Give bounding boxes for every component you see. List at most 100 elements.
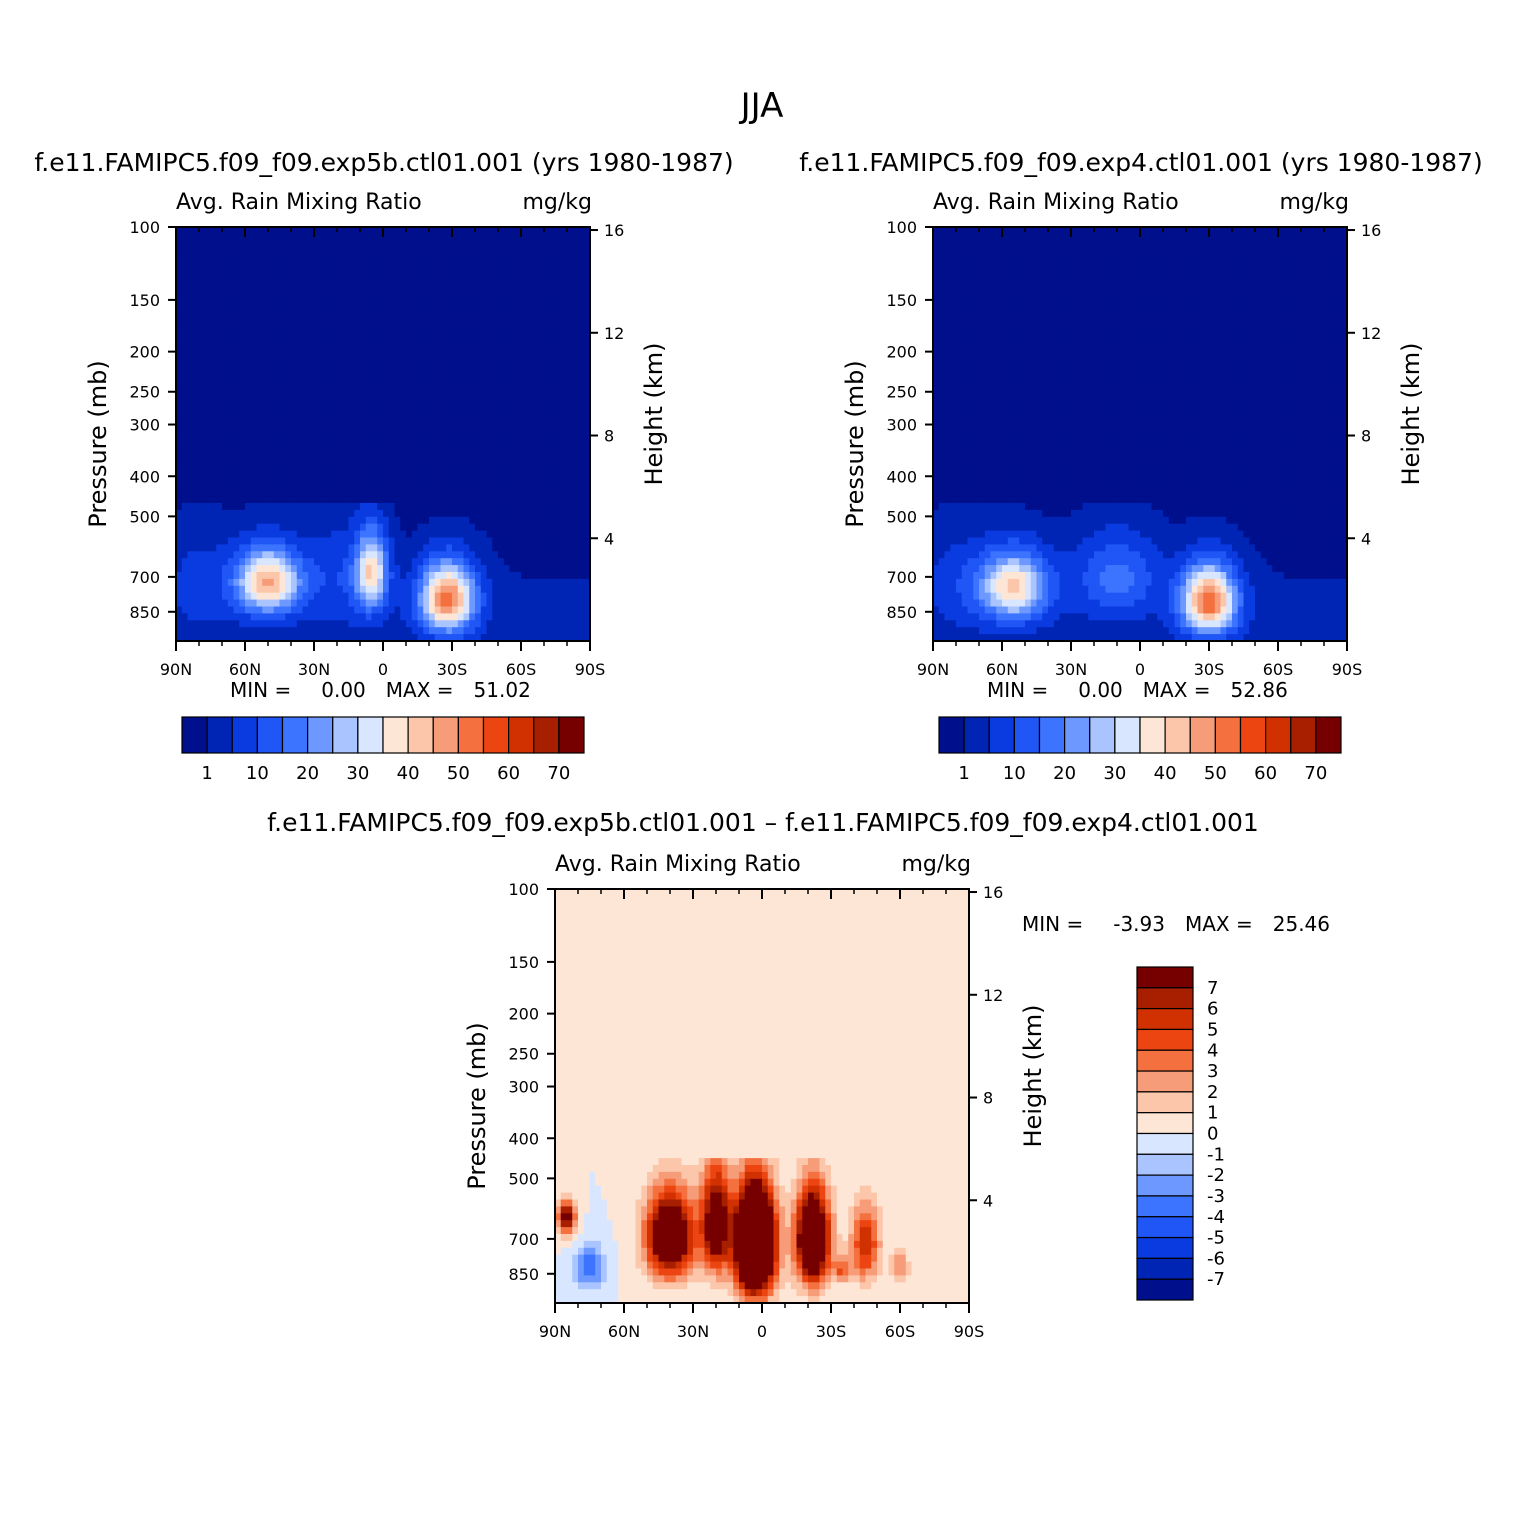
field-cell xyxy=(354,406,361,414)
field-cell xyxy=(308,565,315,573)
field-cell xyxy=(503,634,511,642)
field-cell xyxy=(337,434,344,442)
field-cell xyxy=(222,454,229,463)
field-cell xyxy=(1082,268,1089,276)
field-cell xyxy=(279,454,286,463)
field-cell xyxy=(1306,247,1314,256)
field-cell xyxy=(486,358,493,366)
field-cell xyxy=(492,440,499,449)
field-cell xyxy=(584,316,591,325)
field-cell xyxy=(463,261,470,269)
field-cell xyxy=(944,227,951,235)
field-cell xyxy=(187,351,194,359)
field-cell xyxy=(193,461,200,470)
field-cell xyxy=(319,551,327,559)
field-cell xyxy=(342,537,350,545)
field-cell xyxy=(406,351,413,359)
field-cell xyxy=(1094,240,1101,249)
field-cell xyxy=(388,240,396,249)
field-cell xyxy=(342,254,350,263)
field-cell xyxy=(383,240,390,249)
field-cell xyxy=(319,634,327,642)
field-cell xyxy=(509,358,516,366)
field-cell xyxy=(1025,227,1032,235)
field-cell xyxy=(204,496,212,504)
field-cell xyxy=(400,537,407,545)
field-cell xyxy=(1249,247,1256,256)
field-cell xyxy=(440,634,447,642)
field-cell xyxy=(256,275,263,283)
field-cell xyxy=(210,613,217,621)
field-cell xyxy=(319,599,327,608)
field-cell xyxy=(584,337,591,345)
field-cell xyxy=(400,454,407,463)
field-cell xyxy=(555,461,562,470)
field-cell xyxy=(567,592,574,601)
field-cell xyxy=(1226,240,1233,249)
field-cell xyxy=(325,530,332,539)
field-cell xyxy=(314,537,321,545)
field-cell xyxy=(452,309,459,318)
field-cell xyxy=(457,454,465,463)
field-cell xyxy=(1048,240,1055,249)
field-cell xyxy=(469,289,476,297)
field-cell xyxy=(515,399,522,407)
field-cell xyxy=(486,503,493,511)
field-cell xyxy=(1134,233,1141,242)
field-cell xyxy=(475,365,482,373)
min-max-readout: MIN = 0.00 MAX = 51.02 xyxy=(230,678,531,702)
field-cell xyxy=(1036,227,1043,235)
field-cell xyxy=(176,572,183,580)
field-cell xyxy=(406,585,413,594)
field-cell xyxy=(457,489,465,497)
field-cell xyxy=(319,537,327,545)
field-cell xyxy=(383,275,390,283)
field-cell xyxy=(526,565,534,573)
field-cell xyxy=(342,337,350,345)
field-cell xyxy=(216,509,223,518)
field-cell xyxy=(342,344,350,352)
field-cell xyxy=(268,378,275,387)
field-cell xyxy=(549,634,557,642)
field-cell xyxy=(400,268,407,276)
field-cell xyxy=(204,309,212,318)
field-cell xyxy=(268,296,275,304)
field-cell xyxy=(285,413,292,421)
field-cell xyxy=(521,606,528,614)
field-cell xyxy=(216,454,223,463)
field-cell xyxy=(1128,254,1135,263)
field-cell xyxy=(291,496,298,504)
field-cell xyxy=(417,282,424,290)
field-cell xyxy=(498,551,505,559)
field-cell xyxy=(337,392,344,401)
field-cell xyxy=(176,530,183,539)
field-cell xyxy=(411,503,419,511)
field-cell xyxy=(584,392,591,401)
field-cell xyxy=(440,454,447,463)
field-cell xyxy=(1105,268,1112,276)
field-cell xyxy=(1243,227,1250,235)
field-cell xyxy=(434,233,442,242)
field-cell xyxy=(417,371,424,380)
field-cell xyxy=(584,578,591,587)
field-cell xyxy=(227,482,235,490)
field-cell xyxy=(262,399,269,407)
colorbar-box xyxy=(256,716,284,754)
field-cell xyxy=(296,544,304,552)
field-cell xyxy=(1053,240,1061,249)
field-cell xyxy=(377,240,384,249)
field-cell xyxy=(538,365,545,373)
field-cell xyxy=(515,240,522,249)
field-cell xyxy=(515,634,522,642)
field-cell xyxy=(337,599,344,608)
field-cell xyxy=(492,296,499,304)
field-cell xyxy=(1174,275,1181,283)
field-cell xyxy=(1272,247,1279,256)
field-cell xyxy=(584,302,591,311)
field-cell xyxy=(337,592,344,601)
field-cell xyxy=(285,578,292,587)
field-cell xyxy=(388,558,396,566)
field-cell xyxy=(245,496,252,504)
field-cell xyxy=(394,240,401,249)
field-cell xyxy=(532,261,539,269)
